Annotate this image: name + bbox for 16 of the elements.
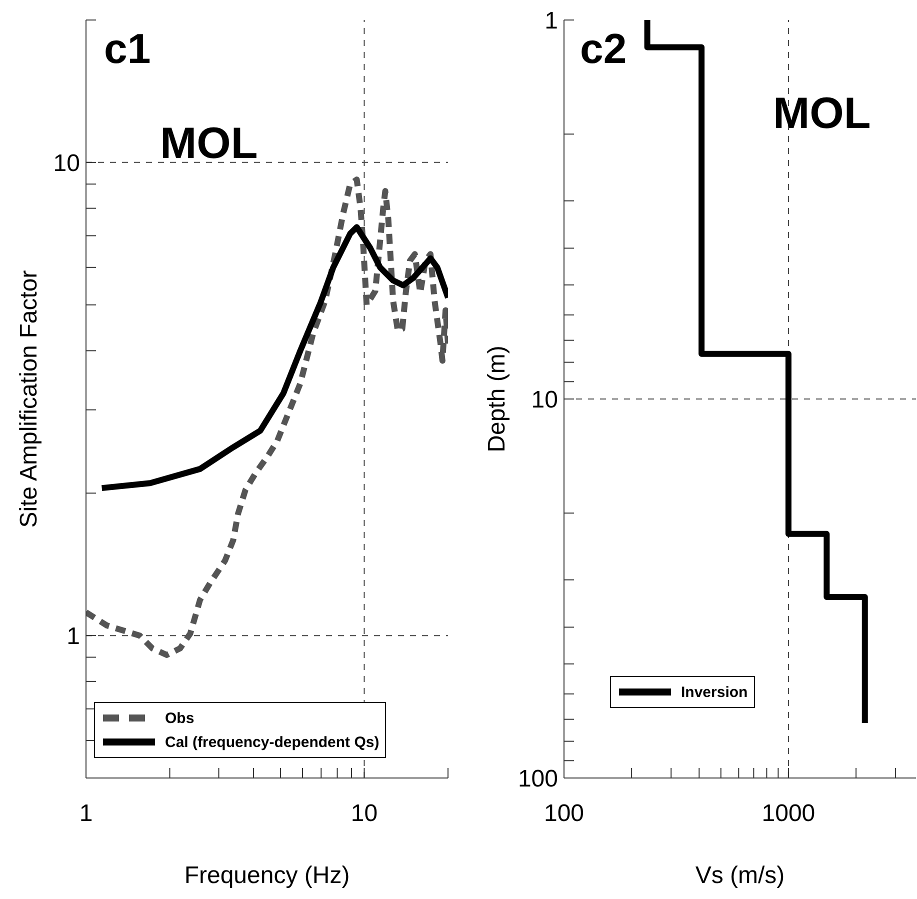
legend-label: Obs (165, 710, 194, 726)
annotation: c2 (580, 25, 627, 72)
x-tick-label: 1000 (762, 800, 816, 828)
annotation: MOL (773, 89, 871, 138)
y-tick-label: 100 (518, 766, 558, 793)
y-tick-label: 10 (531, 386, 558, 414)
x-axis-title: Frequency (Hz) (184, 862, 350, 889)
y-tick-label: 1 (544, 8, 558, 35)
y-axis-title: Site Amplification Factor (16, 270, 43, 528)
legend-label: Cal (frequency-dependent Qs) (165, 734, 380, 750)
annotation: MOL (160, 119, 258, 168)
legend-label: Inversion (681, 684, 748, 700)
x-tick-label: 10 (350, 800, 378, 828)
y-axis-title: Depth (m) (484, 346, 511, 452)
annotation: c1 (104, 25, 151, 72)
x-axis-title: Vs (m/s) (695, 862, 785, 889)
